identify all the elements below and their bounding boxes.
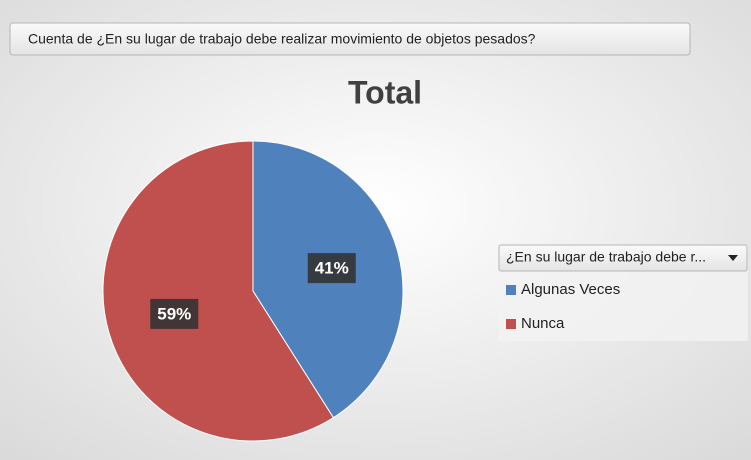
legend-swatch — [506, 285, 516, 295]
legend-label: Nunca — [521, 315, 565, 332]
data-label: 59% — [157, 304, 191, 323]
data-label-box — [150, 298, 199, 329]
legend-field-label: ¿En su lugar de trabajo debe r... — [506, 249, 706, 265]
data-label-box — [307, 253, 356, 284]
data-label: 41% — [315, 259, 349, 278]
value-field-label: Cuenta de ¿En su lugar de trabajo debe r… — [28, 31, 536, 47]
legend-label: Algunas Veces — [521, 281, 620, 298]
legend-field-button[interactable] — [498, 244, 748, 272]
chart-title: Total — [348, 74, 422, 110]
dropdown-arrow[interactable] — [728, 255, 738, 261]
pie-slice — [102, 140, 335, 442]
value-field-button[interactable] — [9, 22, 691, 56]
legend-swatch — [506, 319, 516, 329]
